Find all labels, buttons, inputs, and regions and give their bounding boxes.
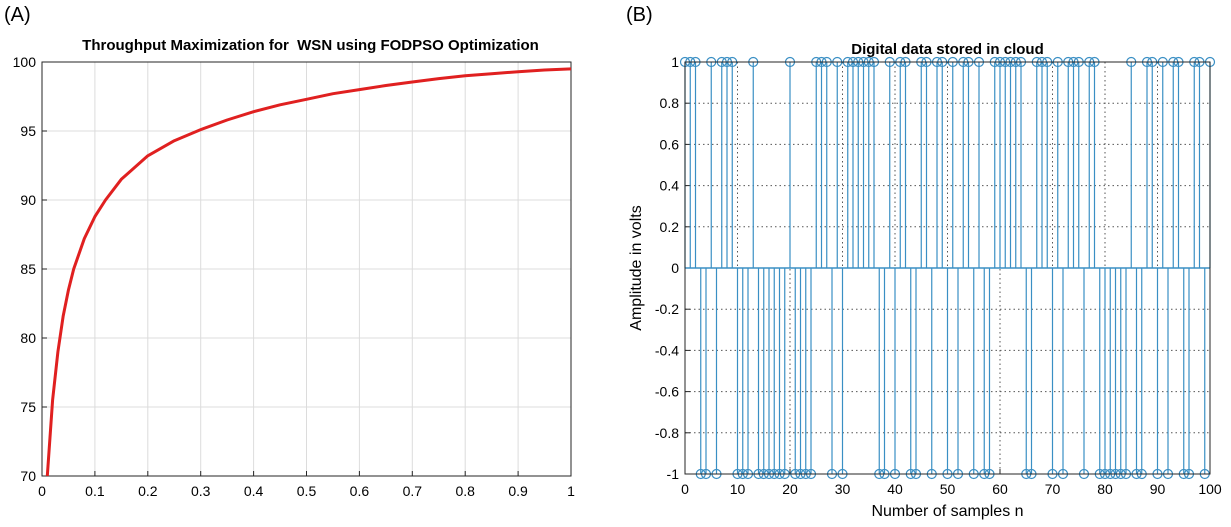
x-tick-label: 0.1 <box>85 483 105 499</box>
y-tick-label: 0.8 <box>660 95 680 111</box>
y-tick-label: -0.6 <box>655 384 679 400</box>
axes-box-a <box>41 61 572 477</box>
x-tick-label: 20 <box>782 481 798 497</box>
x-tick-label: 0.7 <box>403 483 423 499</box>
y-tick-label: 85 <box>20 261 36 277</box>
y-tick-label: 75 <box>20 399 36 415</box>
y-tick-label: 0.4 <box>660 178 680 194</box>
y-tick-label: -0.2 <box>655 301 679 317</box>
x-tick-label: 90 <box>1150 481 1166 497</box>
x-tick-label: 0.6 <box>350 483 370 499</box>
x-tick-label: 1 <box>567 483 575 499</box>
panel-b-label: (B) <box>626 4 653 26</box>
x-tick-label: 10 <box>730 481 746 497</box>
y-tick-label: -0.4 <box>655 342 679 358</box>
y-tick-label: 95 <box>20 123 36 139</box>
y-tick-label: 100 <box>13 54 37 70</box>
x-tick-label: 0 <box>38 483 46 499</box>
y-tick-label: 0.2 <box>660 219 680 235</box>
y-tick-label: 70 <box>20 468 36 484</box>
x-tick-label: 0 <box>681 481 689 497</box>
chart-b-title: Digital data stored in cloud <box>851 41 1044 58</box>
series-line-0 <box>45 67 572 477</box>
y-tick-label: 80 <box>20 330 36 346</box>
x-tick-label: 0.2 <box>138 483 158 499</box>
y-tick-label: 0.6 <box>660 136 680 152</box>
x-tick-label: 60 <box>992 481 1008 497</box>
x-tick-label: 100 <box>1198 481 1222 497</box>
y-tick-label: -1 <box>667 466 680 482</box>
chart-a-title: Throughput Maximization for WSN using FO… <box>82 37 539 54</box>
x-tick-label: 50 <box>940 481 956 497</box>
y-tick-label: 1 <box>671 54 679 70</box>
x-tick-label: 0.8 <box>455 483 475 499</box>
y-tick-label: 0 <box>671 260 679 276</box>
y-tick-label: -0.8 <box>655 425 679 441</box>
panel-a-label: (A) <box>4 4 31 26</box>
x-tick-label: 0.9 <box>508 483 528 499</box>
x-tick-label: 70 <box>1045 481 1061 497</box>
y-tick-label: 90 <box>20 192 36 208</box>
axes-box-b <box>684 61 1211 475</box>
y-axis-label: Amplitude in volts <box>628 205 645 330</box>
x-axis-label: Number of samples n <box>871 503 1023 520</box>
x-tick-label: 30 <box>835 481 851 497</box>
x-tick-label: 80 <box>1097 481 1113 497</box>
x-tick-label: 0.4 <box>244 483 264 499</box>
x-tick-label: 0.5 <box>297 483 317 499</box>
x-tick-label: 40 <box>887 481 903 497</box>
x-tick-label: 0.3 <box>191 483 211 499</box>
